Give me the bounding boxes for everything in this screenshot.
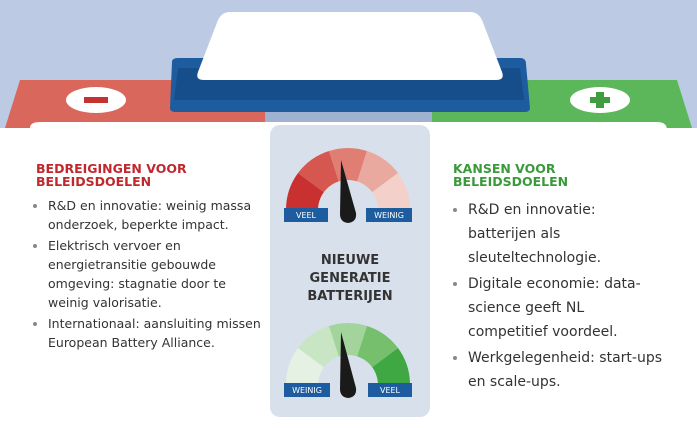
- left-title: BEDREIGINGEN VOOR BELEIDSDOELEN: [36, 162, 236, 188]
- threat-list: R&D en innovatie: weinig massa onderzoek…: [32, 196, 266, 354]
- list-item: Digitale economie: data-science geeft NL…: [468, 272, 668, 344]
- gauge-label: VEEL: [296, 211, 317, 220]
- gauge-label: VEEL: [380, 386, 401, 395]
- list-item: R&D en innovatie: batterijen als sleutel…: [468, 198, 668, 270]
- battery-top: [197, 12, 503, 80]
- infographic: VEEL WEINIG WEINIG VEEL BEDREIGINGEN VOO…: [0, 0, 697, 428]
- gauge-label: WEINIG: [374, 211, 404, 220]
- list-item: R&D en innovatie: weinig massa onderzoek…: [48, 196, 266, 234]
- right-title: KANSEN VOOR BELEIDSDOELEN: [453, 162, 603, 188]
- list-item: Elektrisch vervoer en energietransitie g…: [48, 236, 266, 312]
- gauge-label: WEINIG: [292, 386, 322, 395]
- center-title: NIEUWE GENERATIE BATTERIJEN: [285, 252, 415, 306]
- opportunity-list: R&D en innovatie: batterijen als sleutel…: [452, 198, 668, 396]
- list-item: Internationaal: aansluiting missen Europ…: [48, 314, 266, 352]
- list-item: Werkgelegenheid: start-ups en scale-ups.: [468, 346, 668, 394]
- minus-sign: [84, 97, 108, 103]
